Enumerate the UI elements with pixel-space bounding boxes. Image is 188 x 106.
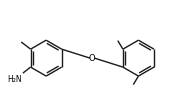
Text: H₂N: H₂N xyxy=(8,75,22,84)
Text: O: O xyxy=(89,54,96,63)
